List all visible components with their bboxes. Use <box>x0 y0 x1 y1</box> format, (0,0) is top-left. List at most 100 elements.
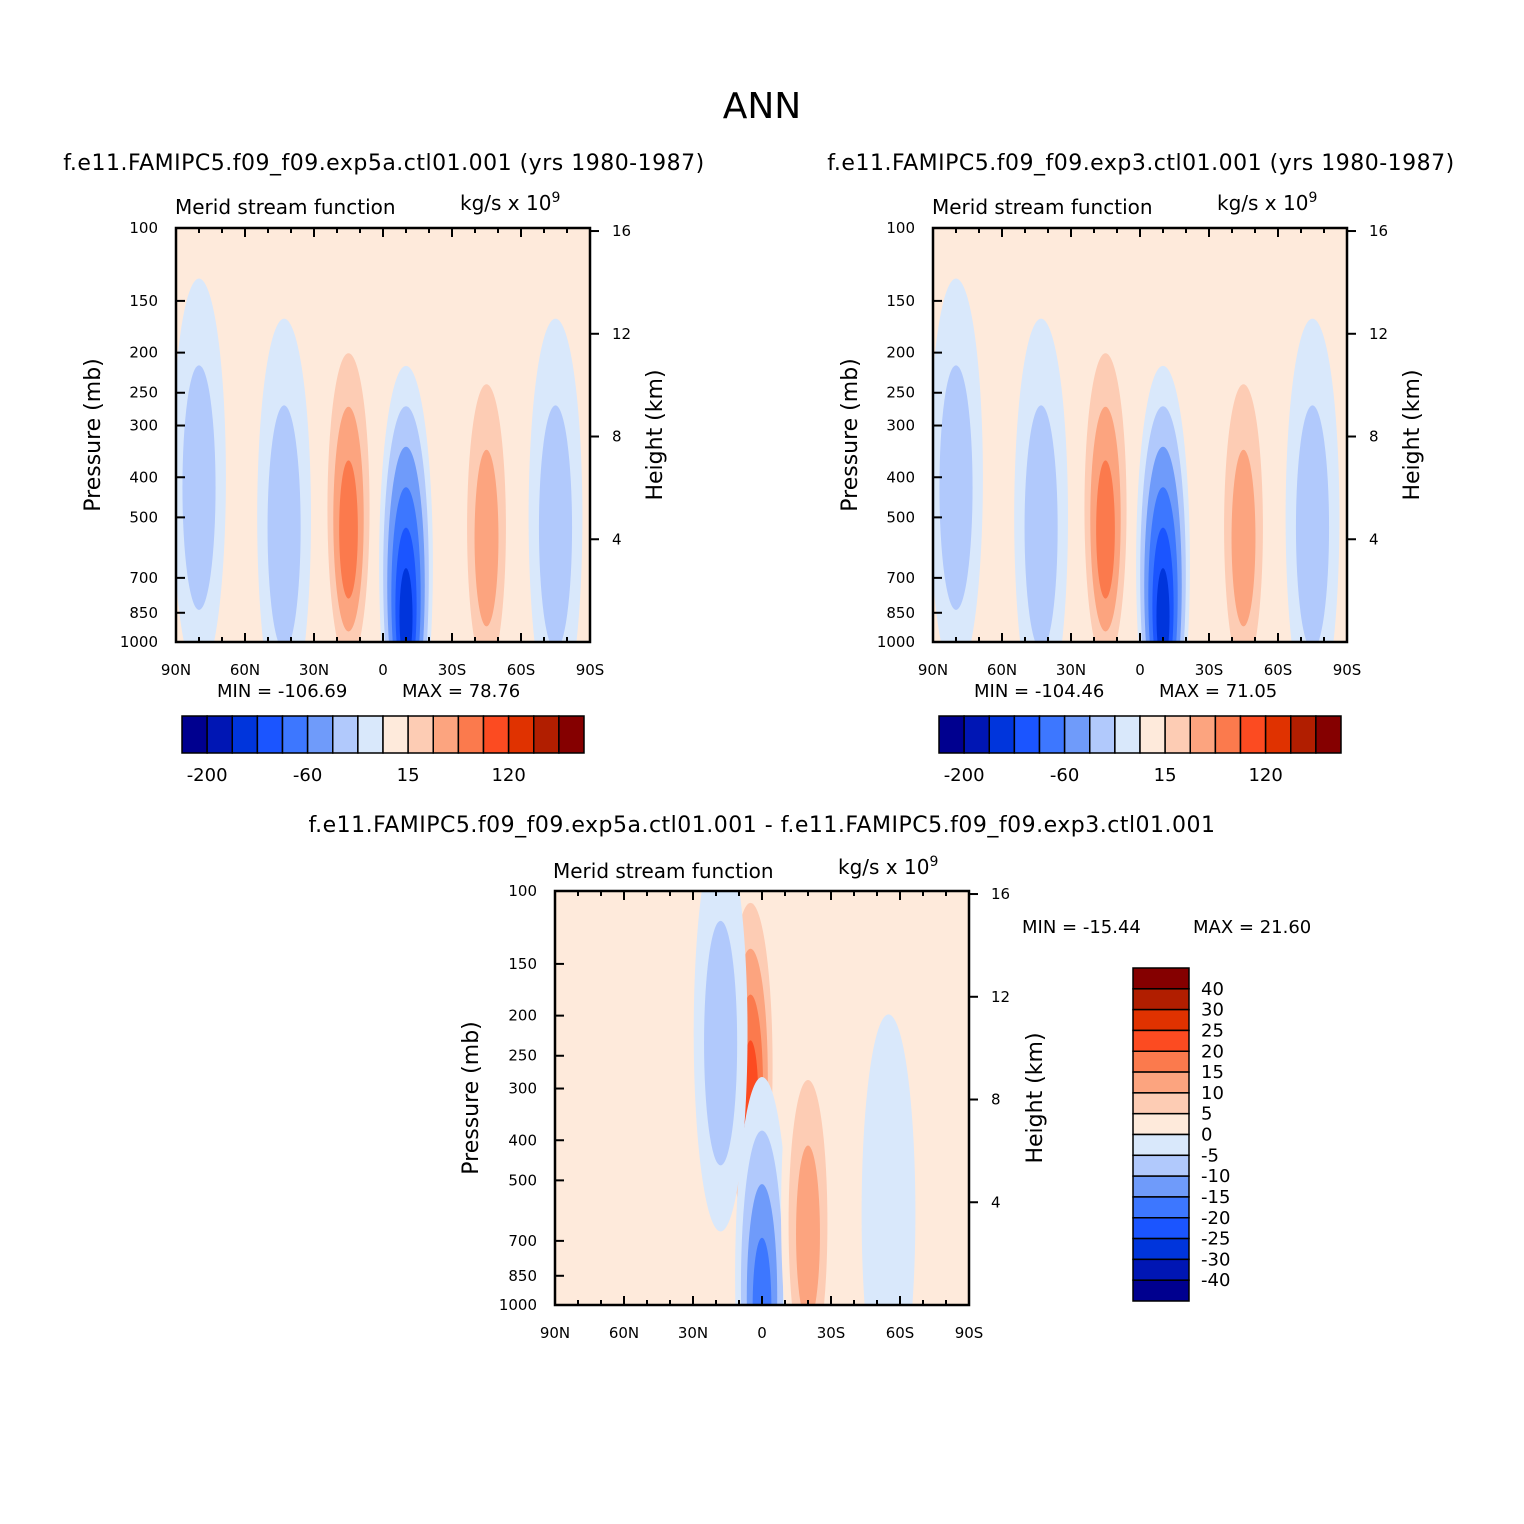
panel-difference: f.e11.FAMIPC5.f09_f09.exp5a.ctl01.001 - … <box>308 813 1311 1342</box>
panel-b-colorbar-box <box>1114 715 1141 754</box>
panel-a-colorbar-label: 120 <box>491 765 525 786</box>
panel-c-subtitle-left: Merid stream function <box>553 859 774 883</box>
panel-b-xtick-label: 0 <box>1135 661 1145 679</box>
panel-b-xtick-label: 90N <box>918 661 948 679</box>
panel-b-xtick-label: 30S <box>1195 661 1224 679</box>
panel-a-colorbar-box <box>357 715 384 754</box>
panel-a-colorbar-label: 15 <box>397 765 420 786</box>
panel-a-colorbar-box <box>206 715 233 754</box>
panel-a-ytick-label: 250 <box>129 384 158 402</box>
panel-b-cell-2-level-3 <box>1096 460 1115 599</box>
panel-a-ylabel: Pressure (mb) <box>81 358 106 512</box>
panel-c-colorbar-label: -5 <box>1201 1145 1219 1166</box>
panel-c-colorbar-label: 25 <box>1201 1020 1224 1041</box>
panel-b-ytick-label: 1000 <box>877 633 915 651</box>
panel-b-colorbar-box <box>1038 715 1066 754</box>
panel-c-plot: 90N 60N 30N 0 30S 60S 90S 100 150 200 250 300 400 500… <box>499 882 1010 1342</box>
panel-b-ytick-right-label: 16 <box>1369 222 1388 240</box>
panel-a-colorbar-box <box>432 715 460 754</box>
panel-c-colorbar-label: 15 <box>1201 1062 1224 1083</box>
panel-c-ytick-label: 400 <box>508 1131 537 1149</box>
panel-b-colorbar-box <box>1089 715 1116 754</box>
panel-c-colorbar-box <box>1132 967 1190 990</box>
panel-b-cell-0-level-1 <box>939 365 973 610</box>
panel-c-colorbar-box <box>1132 1112 1190 1136</box>
panel-b-ylabel: Pressure (mb) <box>838 358 863 512</box>
panel-c-colorbar-label: 40 <box>1201 979 1224 1000</box>
panel-b-colorbar-label: 120 <box>1248 765 1282 786</box>
panel-b-ytick-label: 500 <box>886 508 915 526</box>
panel-b-ylabel-right: Height (km) <box>1400 369 1425 500</box>
panel-a-xtick-label: 30N <box>299 661 329 679</box>
panel-a-cell-4-level-2 <box>474 449 499 627</box>
panel-b-xtick-label: 30N <box>1056 661 1086 679</box>
panel-a-subtitle-left: Merid stream function <box>175 195 396 219</box>
panel-a-colorbar-box <box>407 715 434 754</box>
panel-b-xtick-label: 60S <box>1264 661 1293 679</box>
panel-c-colorbar-box <box>1132 1217 1190 1240</box>
panel-c-xtick-label: 60N <box>609 1324 639 1342</box>
panel-c-ytick-label: 700 <box>508 1232 537 1250</box>
panel-b-ytick-right-label: 4 <box>1369 530 1379 548</box>
panel-c-ytick-label: 300 <box>508 1080 537 1098</box>
panel-c-colorbar-label: -30 <box>1201 1249 1230 1270</box>
panel-c-colorbar-label: -40 <box>1201 1270 1230 1291</box>
panel-c-ytick-right-label: 4 <box>991 1193 1001 1211</box>
panel-c-colorbar-box <box>1132 1071 1190 1094</box>
panel-c-colorbar-box <box>1132 1258 1190 1281</box>
panel-a-cell-3-level-5 <box>399 568 413 642</box>
panel-b-colorbar-box <box>1063 715 1091 754</box>
panel-c-colorbar-label: 20 <box>1201 1041 1224 1062</box>
panel-b-colorbar-box <box>1189 715 1217 754</box>
panel-a-colorbar-box <box>231 715 259 754</box>
panel-b-colorbar-box <box>963 715 990 754</box>
panel-c-colorbar-label: -15 <box>1201 1187 1230 1208</box>
panel-c-xtick-label: 60S <box>886 1324 915 1342</box>
panel-a-colorbar-box <box>482 715 510 754</box>
panel-b-ytick-right-label: 8 <box>1369 428 1379 446</box>
panel-c-cell-2-level-2 <box>796 1145 820 1305</box>
panel-a-colorbar-box <box>558 715 585 754</box>
panel-a-title: f.e11.FAMIPC5.f09_f09.exp5a.ctl01.001 (y… <box>63 151 704 176</box>
panel-b-cell-5-level-1 <box>1295 405 1330 642</box>
panel-b-ytick-label: 850 <box>886 604 915 622</box>
panel-b-colorbar-box <box>988 715 1016 754</box>
panel-c-xtick-label: 90N <box>540 1324 570 1342</box>
panel-c-colorbar-box <box>1132 1029 1190 1052</box>
panel-c-ytick-label: 250 <box>508 1047 537 1065</box>
panel-control-a: f.e11.FAMIPC5.f09_f09.exp5a.ctl01.001 (y… <box>63 151 704 786</box>
panel-a-colorbar-label: -200 <box>187 765 228 786</box>
panel-c-ytick-right-label: 12 <box>991 988 1010 1006</box>
panel-b-max: MAX = 71.05 <box>1159 681 1277 702</box>
panel-a-ytick-label: 200 <box>129 344 158 362</box>
panel-b-xtick-label: 90S <box>1333 661 1362 679</box>
panel-a-units: kg/s x 109 <box>460 190 560 215</box>
panel-a-colorbar-box <box>332 715 359 754</box>
panel-c-colorbar-box <box>1132 1196 1190 1219</box>
panel-b-xtick-label: 60N <box>987 661 1017 679</box>
panel-b-colorbar-label: -200 <box>944 765 985 786</box>
panel-c-title: f.e11.FAMIPC5.f09_f09.exp5a.ctl01.001 - … <box>308 813 1215 838</box>
panel-b-ytick-label: 300 <box>886 417 915 435</box>
panel-a-max: MAX = 78.76 <box>402 681 520 702</box>
panel-a-colorbar-box <box>181 715 208 754</box>
panel-c-cell-4-level-0 <box>861 1014 916 1305</box>
figure-title: ANN <box>723 86 802 127</box>
panel-c-ylabel-right: Height (km) <box>1023 1032 1048 1163</box>
panel-a-field <box>176 228 590 642</box>
panel-a-xtick-label: 0 <box>378 661 388 679</box>
panel-b-colorbar-box <box>1290 715 1317 754</box>
panel-c-colorbar-box <box>1132 1092 1190 1115</box>
panel-a-ytick-label: 100 <box>129 219 158 237</box>
panel-b-colorbar-box <box>1315 715 1342 754</box>
panel-a-ytick-right-label: 16 <box>612 222 631 240</box>
panel-a-ylabel-right: Height (km) <box>643 369 668 500</box>
panel-c-colorbar-label: 5 <box>1201 1104 1212 1125</box>
panel-a-colorbar-box <box>457 715 485 754</box>
panel-a-colorbar-box <box>281 715 309 754</box>
panel-a-cell-0-level-1 <box>182 365 216 610</box>
panel-c-colorbar-box <box>1132 1133 1190 1157</box>
panel-b-cell-3-level-5 <box>1156 568 1170 642</box>
